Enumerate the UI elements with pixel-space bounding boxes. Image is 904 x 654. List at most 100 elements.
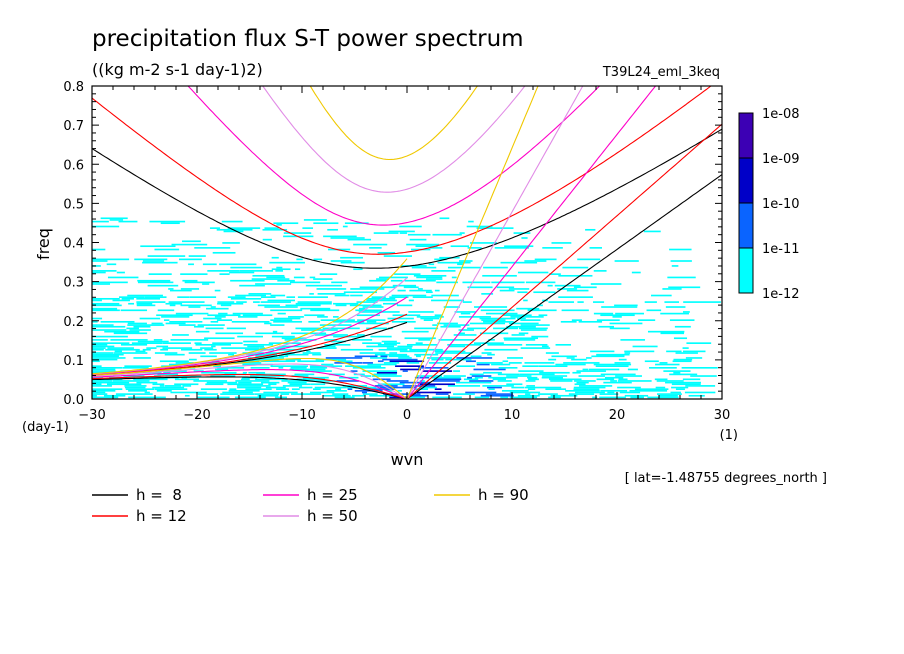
heatmap-cell bbox=[434, 289, 440, 292]
heatmap-cell bbox=[125, 388, 155, 391]
heatmap-cell bbox=[242, 314, 273, 317]
heatmap-cell bbox=[416, 391, 451, 394]
dispersion-curve bbox=[262, 86, 526, 193]
heatmap-cell bbox=[325, 357, 363, 359]
heatmap-cell bbox=[248, 293, 272, 295]
heatmap-cell bbox=[673, 358, 693, 361]
heatmap-cell bbox=[408, 299, 414, 302]
heatmap-cell bbox=[377, 360, 384, 363]
heatmap-cell bbox=[172, 334, 189, 336]
heatmap-cell bbox=[631, 271, 641, 274]
heatmap-cell bbox=[144, 296, 167, 298]
heatmap-cell bbox=[447, 343, 481, 346]
heatmap-cell bbox=[562, 266, 589, 269]
heatmap-cell bbox=[665, 306, 686, 308]
heatmap-cell bbox=[239, 270, 274, 272]
heatmap-cell bbox=[195, 330, 210, 333]
heatmap-cell bbox=[480, 394, 514, 397]
heatmap-cell bbox=[497, 380, 512, 382]
heatmap-cell bbox=[488, 376, 518, 379]
heatmap-cell bbox=[257, 394, 279, 397]
heatmap-cell bbox=[447, 266, 481, 269]
heatmap-cell bbox=[362, 393, 378, 395]
heatmap-cell bbox=[251, 278, 290, 280]
heatmap-cell bbox=[425, 278, 443, 280]
heatmap-cell bbox=[92, 258, 130, 261]
heatmap-cell bbox=[401, 330, 429, 333]
heatmap-cell bbox=[352, 394, 365, 397]
heatmap-cell bbox=[309, 366, 328, 369]
heatmap-cell bbox=[366, 345, 395, 348]
heatmap-cell bbox=[373, 232, 399, 234]
heatmap-cell bbox=[463, 378, 479, 381]
heatmap-cell bbox=[136, 304, 156, 307]
heatmap-cell bbox=[103, 394, 126, 397]
heatmap-cell bbox=[372, 378, 379, 381]
heatmap-cell bbox=[92, 343, 108, 346]
heatmap-cell bbox=[418, 366, 449, 369]
heatmap-cell bbox=[331, 281, 348, 284]
heatmap-cell bbox=[481, 293, 494, 295]
heatmap-cell bbox=[228, 390, 260, 392]
legend-label: h = 25 bbox=[307, 486, 358, 504]
heatmap-cell bbox=[182, 279, 198, 282]
heatmap-cell bbox=[415, 245, 438, 248]
heatmap-cell bbox=[598, 325, 614, 328]
heatmap-cell bbox=[511, 386, 525, 389]
heatmap-cell bbox=[303, 219, 327, 221]
heatmap-cell bbox=[100, 320, 135, 323]
heatmap-cell bbox=[392, 284, 417, 287]
x-unit-label: (1) bbox=[720, 428, 738, 443]
heatmap-cell bbox=[160, 348, 169, 351]
heatmap-cell bbox=[92, 388, 123, 391]
heatmap-cell bbox=[392, 314, 421, 317]
heatmap-cell bbox=[418, 339, 431, 341]
heatmap-cell bbox=[218, 312, 228, 315]
heatmap-cell bbox=[321, 363, 334, 366]
y-tick-label: 0.8 bbox=[63, 80, 84, 95]
heatmap-cell bbox=[508, 322, 539, 325]
heatmap-cell bbox=[242, 371, 248, 374]
heatmap-cell bbox=[402, 385, 436, 387]
heatmap-cell bbox=[315, 380, 336, 382]
heatmap-cell bbox=[210, 306, 216, 308]
heatmap-cell bbox=[271, 335, 295, 338]
heatmap-cell bbox=[297, 296, 328, 298]
heatmap-cell bbox=[152, 383, 165, 386]
heatmap-cell bbox=[276, 388, 290, 391]
heatmap-cell bbox=[589, 247, 603, 249]
heatmap-cell bbox=[92, 317, 103, 320]
heatmap-cell bbox=[160, 222, 180, 225]
heatmap-cell bbox=[215, 368, 229, 371]
heatmap-cell bbox=[202, 263, 217, 266]
heatmap-cell bbox=[306, 350, 311, 353]
heatmap-cell bbox=[451, 276, 457, 279]
heatmap-cell bbox=[148, 273, 172, 275]
heatmap-cell bbox=[573, 286, 597, 289]
heatmap-cell bbox=[607, 391, 615, 394]
heatmap-cell bbox=[159, 360, 189, 363]
dispersion-curve bbox=[92, 86, 712, 255]
heatmap-cell bbox=[582, 368, 589, 371]
heatmap-cell bbox=[414, 327, 439, 330]
heatmap-cell bbox=[112, 380, 150, 382]
heatmap-cell bbox=[146, 347, 157, 349]
heatmap-cell bbox=[457, 263, 463, 266]
heatmap-cell bbox=[666, 350, 682, 353]
heatmap-cell bbox=[473, 342, 504, 344]
heatmap-cell bbox=[217, 301, 235, 303]
heatmap-cell bbox=[663, 370, 691, 372]
colorbar-label: 1e-08 bbox=[762, 107, 800, 122]
heatmap-cell bbox=[509, 396, 538, 399]
heatmap-cell bbox=[200, 347, 214, 349]
heatmap-cell bbox=[137, 281, 174, 284]
heatmap-cell bbox=[685, 357, 703, 359]
heatmap-cell bbox=[270, 324, 285, 326]
heatmap-cell bbox=[206, 381, 238, 384]
heatmap-cell bbox=[154, 248, 180, 251]
axis-ticks: −30 −20 −10 0 10 20 30 0.0 0.1 0.2 0.3 0.4 0.5 0.6 0.7… bbox=[63, 80, 730, 423]
heatmap-cell bbox=[384, 342, 401, 344]
heatmap-cell bbox=[416, 276, 443, 279]
heatmap-cell bbox=[453, 334, 477, 336]
heatmap-cell bbox=[542, 247, 563, 249]
